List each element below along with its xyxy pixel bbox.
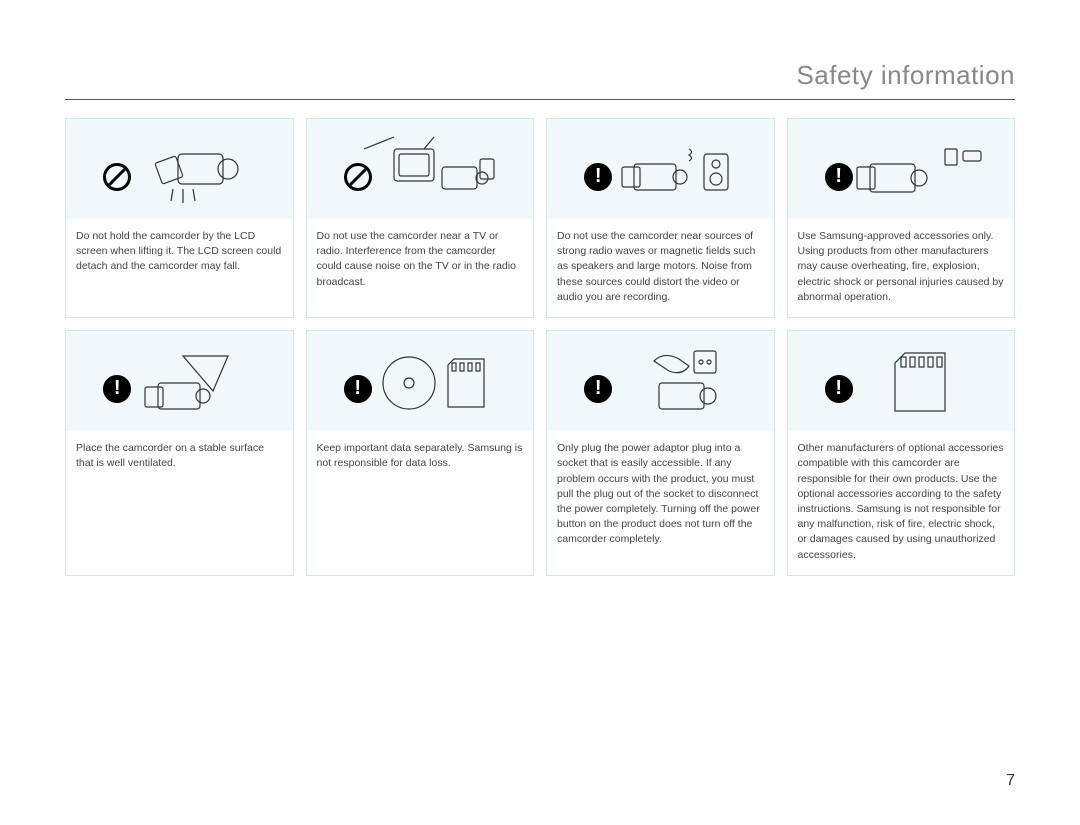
- card-text: Do not use the camcorder near sources of…: [547, 219, 774, 317]
- safety-card: Other manufacturers of optional accessor…: [787, 330, 1016, 576]
- card-illustration: [307, 119, 534, 219]
- prohibit-icon: [344, 163, 372, 191]
- card-text: Only plug the power adaptor plug into a …: [547, 431, 774, 575]
- illustration-approved-accessories: [845, 129, 985, 209]
- caution-icon: [825, 375, 853, 403]
- illustration-tv-radio: [364, 129, 504, 209]
- card-text: Do not hold the camcorder by the LCD scr…: [66, 219, 293, 317]
- safety-card: Do not use the camcorder near a TV or ra…: [306, 118, 535, 318]
- illustration-stable-surface: [123, 341, 263, 421]
- illustration-speaker-waves: [604, 129, 744, 209]
- safety-card: Do not use the camcorder near sources of…: [546, 118, 775, 318]
- card-illustration: [788, 119, 1015, 219]
- card-illustration: [547, 119, 774, 219]
- card-text: Place the camcorder on a stable surface …: [66, 431, 293, 575]
- illustration-disc-sdcard: [364, 341, 504, 421]
- card-illustration: [307, 331, 534, 431]
- safety-cards-grid: Do not hold the camcorder by the LCD scr…: [65, 118, 1015, 576]
- safety-card: Do not hold the camcorder by the LCD scr…: [65, 118, 294, 318]
- safety-card: Use Samsung-approved accessories only. U…: [787, 118, 1016, 318]
- safety-card: Keep important data separately. Samsung …: [306, 330, 535, 576]
- card-text: Use Samsung-approved accessories only. U…: [788, 219, 1015, 317]
- illustration-camcorder-lcd-detach: [123, 129, 263, 209]
- page-title: Safety information: [65, 60, 1015, 100]
- card-illustration: [547, 331, 774, 431]
- card-illustration: [66, 331, 293, 431]
- safety-card: Only plug the power adaptor plug into a …: [546, 330, 775, 576]
- card-illustration: [788, 331, 1015, 431]
- card-illustration: [66, 119, 293, 219]
- safety-card: Place the camcorder on a stable surface …: [65, 330, 294, 576]
- caution-icon: [825, 163, 853, 191]
- caution-icon: [344, 375, 372, 403]
- card-text: Do not use the camcorder near a TV or ra…: [307, 219, 534, 317]
- card-text: Keep important data separately. Samsung …: [307, 431, 534, 575]
- illustration-sd-card-large: [845, 341, 985, 421]
- card-text: Other manufacturers of optional accessor…: [788, 431, 1015, 575]
- illustration-power-plug: [604, 341, 744, 421]
- page-number: 7: [1006, 772, 1015, 790]
